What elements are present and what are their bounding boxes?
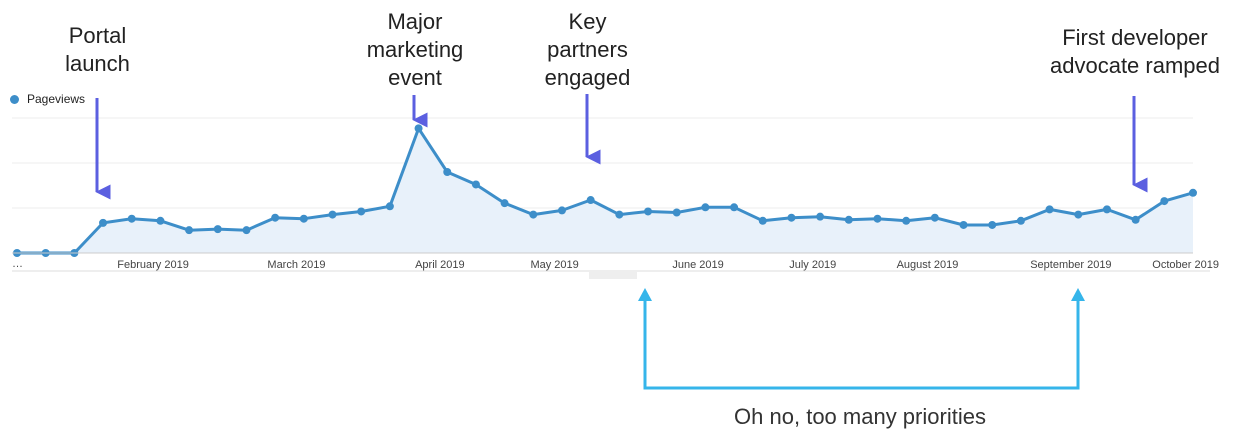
series-area — [17, 128, 1193, 253]
data-point[interactable] — [758, 216, 767, 225]
annotation-line: Major — [387, 9, 443, 34]
annotation-key-partners-engaged: Key partners engaged — [520, 8, 655, 92]
data-point[interactable] — [99, 218, 108, 227]
data-point[interactable] — [586, 196, 595, 205]
annotation-line: event — [388, 65, 442, 90]
data-point[interactable] — [127, 214, 136, 223]
data-point[interactable] — [357, 207, 366, 216]
data-point[interactable] — [701, 203, 710, 212]
data-point[interactable] — [299, 214, 308, 223]
priorities-bracket — [638, 288, 1085, 390]
data-point[interactable] — [902, 216, 911, 225]
data-point[interactable] — [414, 124, 423, 133]
legend-dot-icon — [10, 94, 19, 104]
data-point[interactable] — [1102, 205, 1111, 214]
data-point[interactable] — [471, 180, 480, 189]
data-point[interactable] — [844, 215, 853, 224]
annotation-line: marketing — [366, 37, 464, 62]
data-point[interactable] — [988, 220, 997, 229]
data-point[interactable] — [529, 210, 538, 219]
annotation-line: engaged — [544, 65, 631, 90]
data-point[interactable] — [385, 202, 394, 211]
data-point[interactable] — [959, 220, 968, 229]
annotation-line: advocate ramped — [1050, 53, 1220, 78]
data-point[interactable] — [500, 199, 509, 208]
annotation-major-marketing-event: Major marketing event — [345, 8, 485, 92]
data-point[interactable] — [787, 213, 796, 222]
annotation-line: Key — [568, 9, 607, 34]
data-point[interactable] — [816, 212, 825, 221]
x-tick-labels: February 2019 March 2019 April 2019 May 201… — [117, 259, 1219, 271]
x-tick-label: April 2019 — [415, 259, 465, 271]
data-point[interactable] — [271, 213, 280, 222]
data-point[interactable] — [1016, 216, 1025, 225]
x-tick-label: June 2019 — [672, 259, 723, 271]
x-tick-label: March 2019 — [267, 259, 325, 271]
data-point[interactable] — [242, 226, 251, 235]
data-point[interactable] — [1160, 197, 1169, 206]
bottom-note: Oh no, too many priorities — [734, 404, 986, 429]
annotation-line: Portal — [68, 23, 127, 48]
data-point[interactable] — [1045, 205, 1054, 214]
data-point[interactable] — [328, 210, 337, 219]
data-point[interactable] — [930, 213, 939, 222]
data-point[interactable] — [156, 216, 165, 225]
x-tick-label: October 2019 — [1152, 259, 1219, 271]
data-point[interactable] — [443, 168, 452, 176]
annotation-line: First developer — [1062, 25, 1208, 50]
x-tick-label: July 2019 — [789, 259, 836, 271]
data-point[interactable] — [1131, 215, 1140, 224]
data-point[interactable] — [644, 207, 653, 216]
x-tick-label: August 2019 — [897, 259, 959, 271]
legend-label: Pageviews — [27, 92, 86, 106]
data-point[interactable] — [185, 226, 194, 235]
scroll-handle[interactable] — [589, 270, 637, 279]
data-point[interactable] — [213, 225, 222, 234]
data-points — [13, 124, 1197, 257]
x-tick-label: February 2019 — [117, 259, 189, 271]
annotation-portal-launch: Portal launch — [40, 22, 155, 78]
data-point[interactable] — [672, 208, 681, 217]
data-point[interactable] — [873, 214, 882, 223]
data-point[interactable] — [1189, 188, 1197, 197]
x-tick-label: May 2019 — [530, 259, 578, 271]
annotation-first-developer-advocate: First developer advocate ramped — [1035, 24, 1235, 80]
data-point[interactable] — [557, 206, 566, 215]
annotation-line: launch — [65, 51, 130, 76]
series-line — [17, 126, 1194, 255]
annotation-line: partners — [547, 37, 628, 62]
x-tick-label: September 2019 — [1030, 259, 1111, 271]
data-point[interactable] — [730, 203, 739, 212]
data-point[interactable] — [1074, 210, 1083, 219]
data-point[interactable] — [615, 210, 624, 219]
legend: Pageviews — [10, 92, 85, 106]
axis-start-label: … — [12, 258, 23, 270]
